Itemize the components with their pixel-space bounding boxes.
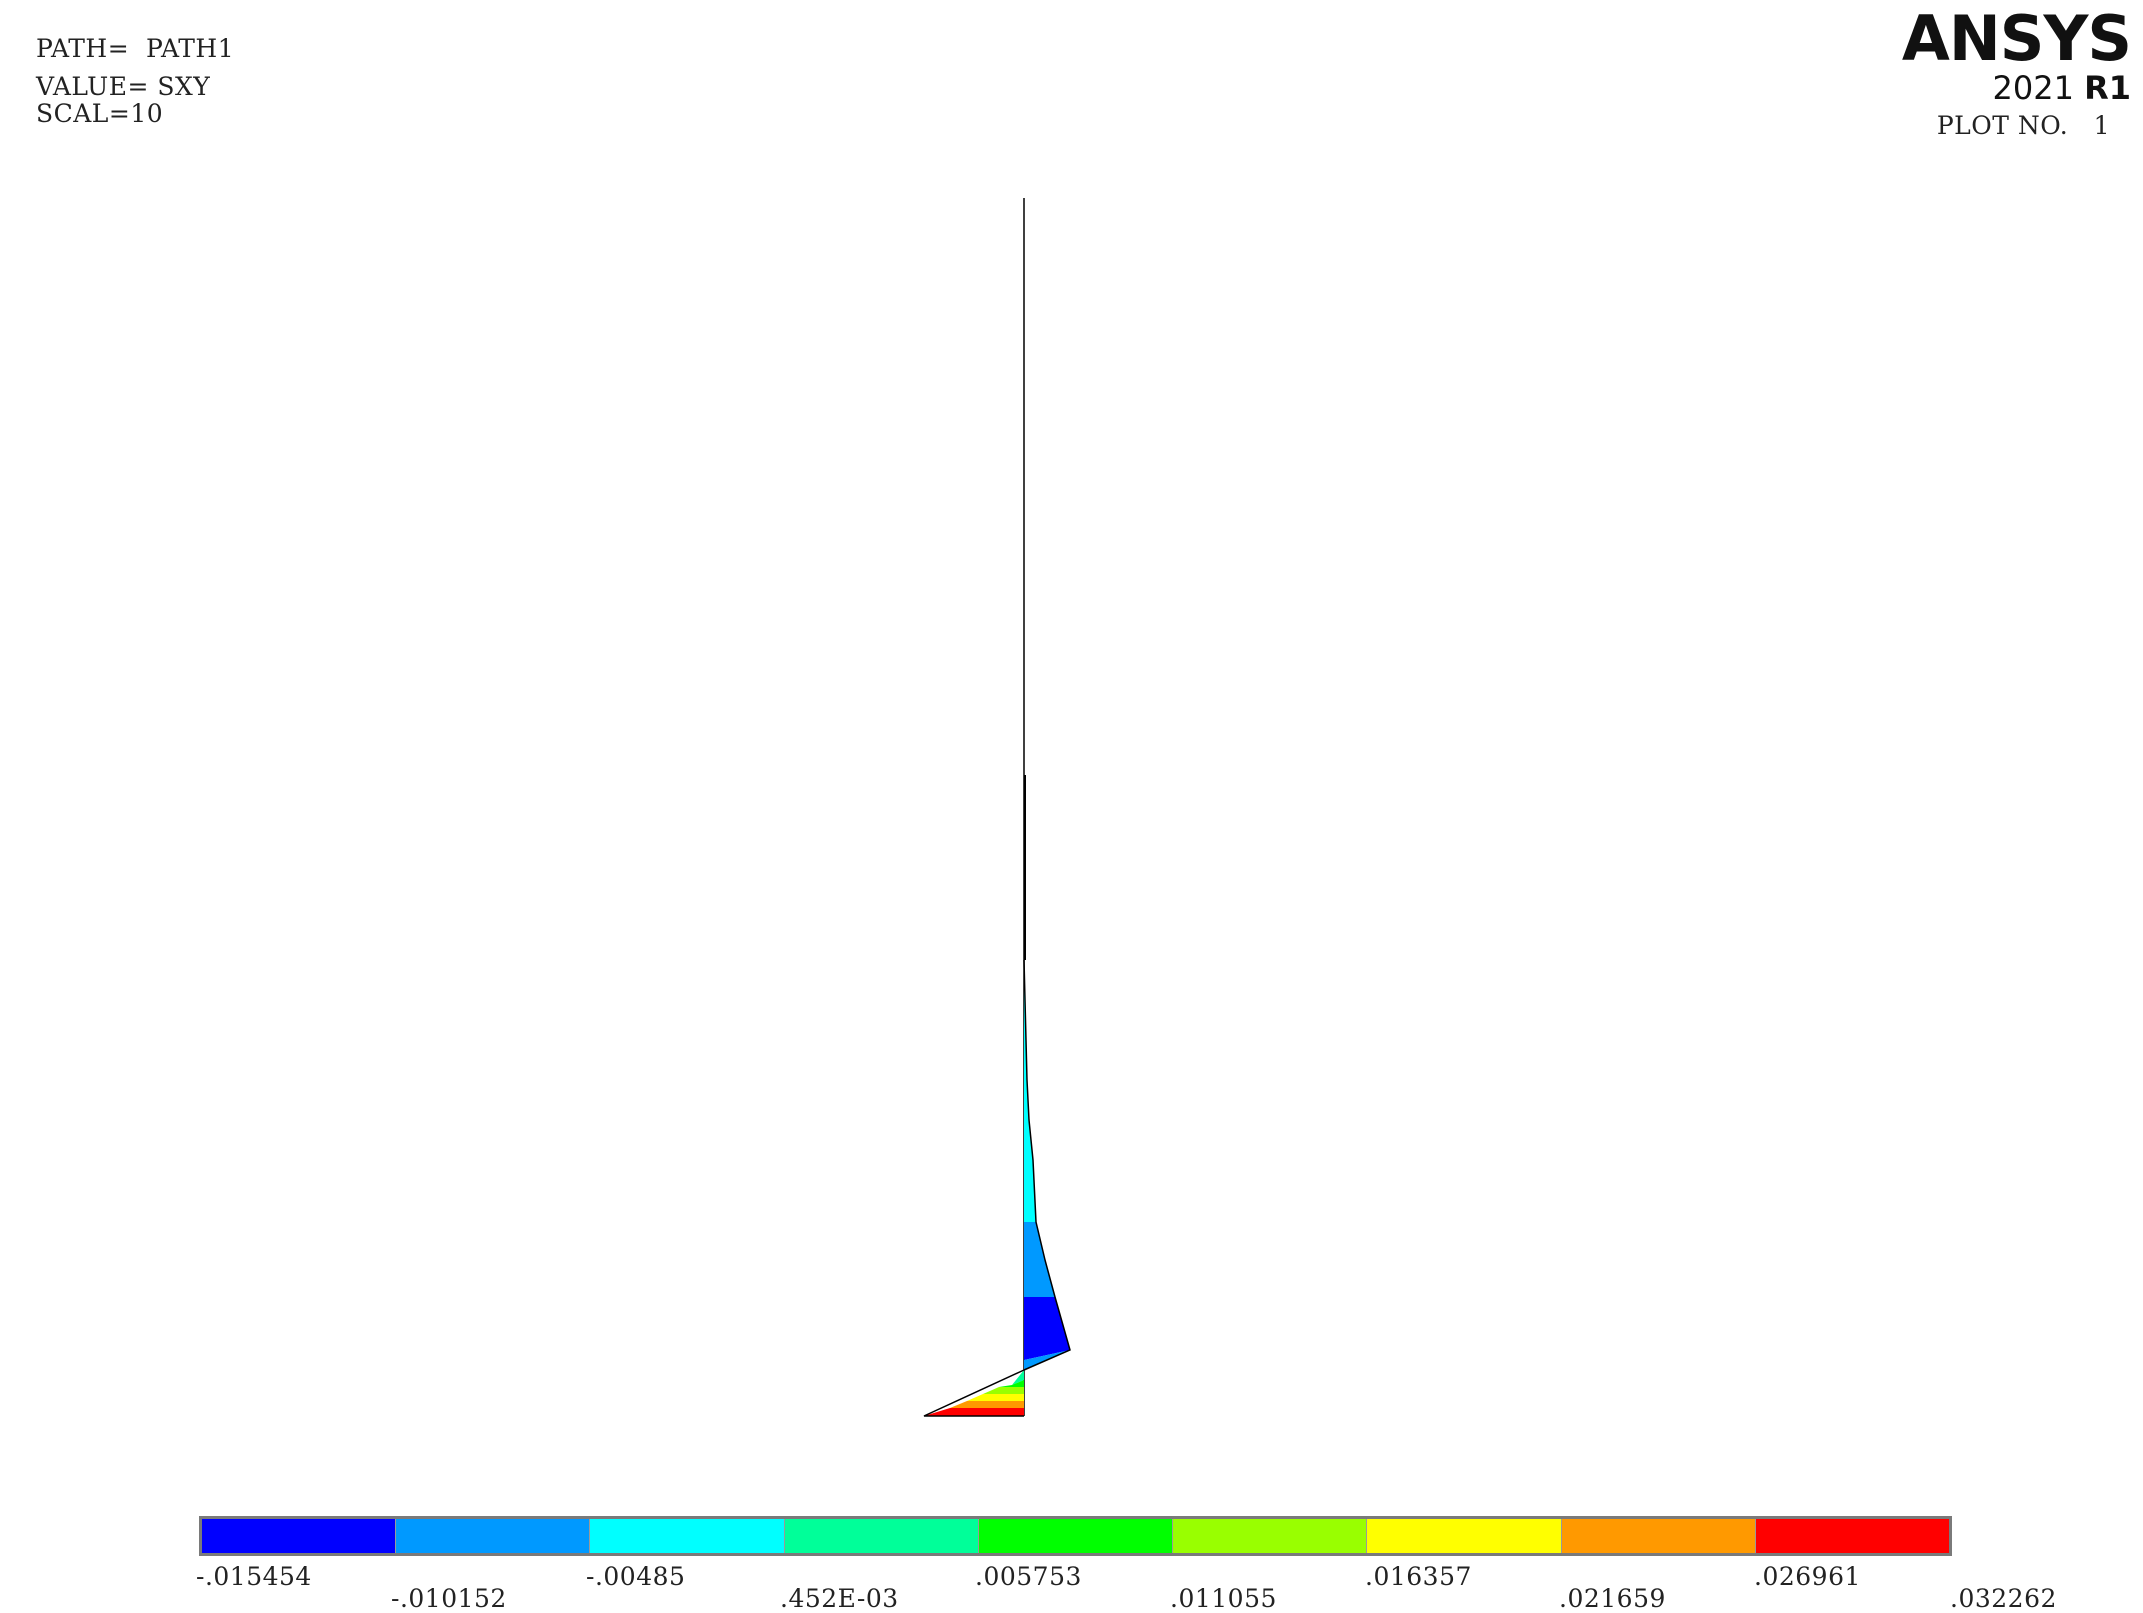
legend-bar: [199, 1516, 1952, 1556]
band-light-blue: [1024, 1222, 1055, 1297]
band-blue: [1024, 1297, 1070, 1360]
legend-label: -.010152: [391, 1584, 507, 1613]
logo-word: ANSYS: [1901, 2, 2132, 75]
band-orange: [950, 1401, 1024, 1408]
path-plot: [923, 198, 1071, 1417]
logo-release: R1: [2084, 69, 2131, 107]
legend-label: .026961: [1754, 1562, 1861, 1591]
band-red: [924, 1408, 1024, 1416]
legend-swatch: [1173, 1519, 1368, 1553]
band-cyan: [1024, 960, 1036, 1222]
legend-swatch: [396, 1519, 591, 1553]
ansys-logo: ANSYS 2021 R1: [1901, 2, 2132, 105]
legend-swatch: [202, 1519, 397, 1553]
band-yellow: [967, 1394, 1024, 1401]
band-green: [999, 1380, 1024, 1387]
scale-label: SCAL=10: [36, 99, 164, 128]
legend-swatch: [1367, 1519, 1562, 1553]
legend-label: .452E-03: [780, 1584, 899, 1613]
legend-swatch: [590, 1519, 785, 1553]
legend-label: .005753: [975, 1562, 1082, 1591]
positive-region: [924, 1370, 1024, 1416]
legend-label: .016357: [1365, 1562, 1472, 1591]
legend-swatch: [784, 1519, 979, 1553]
legend-label: -.00485: [586, 1562, 686, 1591]
legend-swatch: [978, 1519, 1174, 1553]
color-legend: -.015454 -.010152 -.00485 .452E-03 .005753 .0…: [196, 1516, 2056, 1611]
legend-swatch: [1755, 1519, 1949, 1553]
legend-label: .011055: [1170, 1584, 1277, 1613]
legend-label: .021659: [1559, 1584, 1666, 1613]
plot-number: PLOT NO. 1: [1936, 111, 2110, 140]
logo-version: 2021 R1: [1902, 72, 2131, 104]
band-yellow-green: [983, 1387, 1024, 1394]
negative-region: [1024, 960, 1070, 1370]
legend-swatch: [1561, 1519, 1756, 1553]
value-label: VALUE= SXY: [36, 72, 211, 101]
path-label: PATH= PATH1: [36, 34, 235, 63]
legend-label: -.015454: [196, 1562, 312, 1591]
positive-outline: [923, 1369, 1025, 1417]
legend-label: .032262: [1950, 1584, 2057, 1613]
logo-year: 2021: [1992, 69, 2074, 107]
negative-outline: [1023, 959, 1071, 1371]
